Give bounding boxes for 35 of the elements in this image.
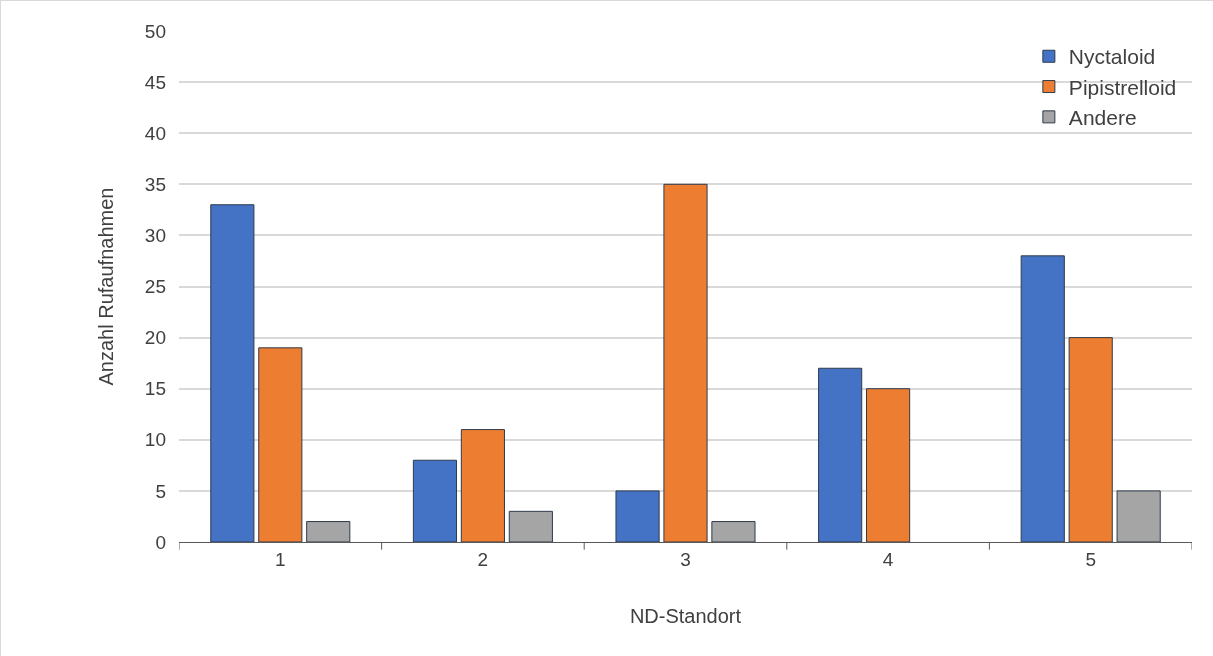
bar (615, 490, 660, 542)
x-axis-title: ND-Standort (629, 605, 742, 628)
x-tick-label: 3 (680, 548, 691, 570)
bar (306, 521, 351, 542)
x-tick-label: 4 (882, 548, 894, 570)
bar (711, 521, 756, 542)
bar (412, 459, 458, 542)
y-axis-title: Anzahl Rufaufnahmen (95, 187, 118, 386)
y-tick-label: 10 (144, 429, 166, 451)
legend-label: Andere (1068, 106, 1137, 130)
y-tick-label: 15 (144, 378, 166, 400)
x-tick-label: 2 (477, 548, 489, 570)
bar (866, 388, 911, 542)
bar (210, 204, 255, 542)
y-tick-label: 45 (144, 71, 166, 93)
bar (258, 347, 303, 542)
bar (1068, 337, 1113, 542)
y-tick-label: 30 (144, 225, 166, 247)
bar (460, 429, 505, 542)
legend-label: Nyctaloid (1068, 45, 1156, 69)
y-tick-label: 35 (144, 173, 166, 195)
x-tick-label: 5 (1085, 548, 1096, 570)
bar (1020, 255, 1065, 542)
x-tick-label: 1 (275, 548, 286, 570)
bar (508, 510, 553, 542)
bar (663, 183, 708, 542)
y-tick-label: 0 (155, 531, 166, 553)
y-tick-label: 25 (144, 276, 166, 298)
legend-label: Pipistrelloid (1068, 75, 1177, 99)
y-tick-label: 20 (144, 327, 166, 349)
bar (1116, 490, 1161, 542)
y-tick-label: 50 (144, 20, 166, 42)
y-tick-label: 40 (144, 122, 166, 144)
bar (818, 367, 863, 542)
y-tick-label: 5 (155, 480, 166, 502)
